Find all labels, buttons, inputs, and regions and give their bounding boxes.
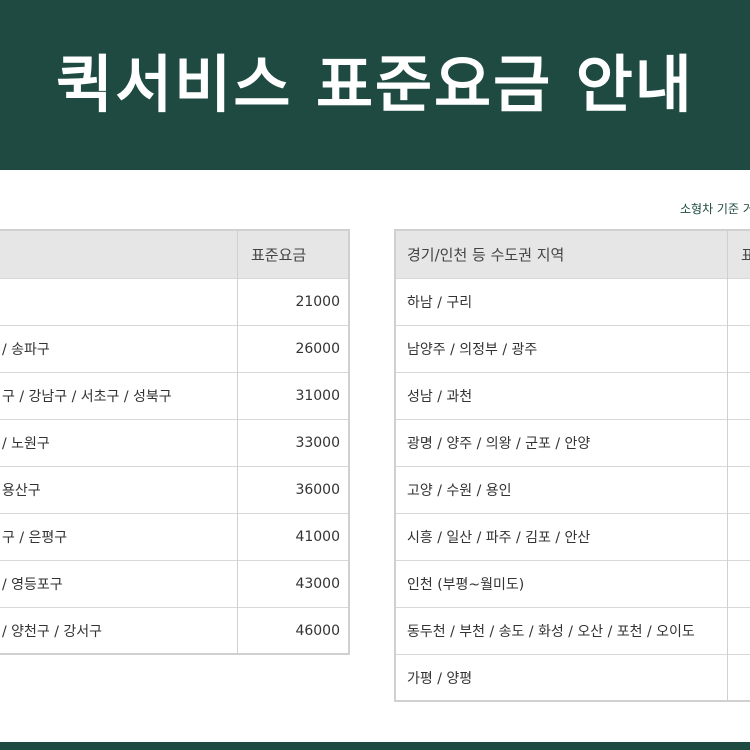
area-cell: / 양천구 / 강서구 bbox=[0, 608, 239, 653]
fare-cell: 33000 bbox=[239, 420, 348, 467]
fare-cell: 43000 bbox=[239, 561, 348, 608]
column-divider bbox=[237, 231, 238, 653]
fare-cell bbox=[729, 608, 750, 655]
fare-cell: 36000 bbox=[239, 467, 348, 514]
fare-cell bbox=[729, 279, 750, 326]
area-cell: 구 / 은평구 bbox=[0, 514, 239, 561]
column-divider bbox=[727, 231, 728, 700]
area-cell bbox=[0, 279, 239, 326]
fare-cell bbox=[729, 420, 750, 467]
header-cell: 표 bbox=[729, 231, 750, 279]
area-cell: 남양주 / 의정부 / 광주 bbox=[396, 326, 729, 373]
area-cell: 시흥 / 일산 / 파주 / 김포 / 안산 bbox=[396, 514, 729, 561]
area-cell: 고양 / 수원 / 용인 bbox=[396, 467, 729, 514]
note: 소형차 기준 거 bbox=[680, 202, 750, 216]
area-cell: / 노원구 bbox=[0, 420, 239, 467]
header-cell bbox=[0, 231, 239, 279]
header-cell: 경기/인천 등 수도권 지역 bbox=[396, 231, 729, 279]
area-cell: 광명 / 양주 / 의왕 / 군포 / 안양 bbox=[396, 420, 729, 467]
fare-cell bbox=[729, 655, 750, 700]
fare-cell bbox=[729, 514, 750, 561]
fare-cell: 31000 bbox=[239, 373, 348, 420]
area-cell: 가평 / 양평 bbox=[396, 655, 729, 700]
page-title: 퀵서비스 표준요금 안내 bbox=[56, 48, 694, 121]
fare-cell: 21000 bbox=[239, 279, 348, 326]
area-cell: 용산구 bbox=[0, 467, 239, 514]
fare-cell bbox=[729, 561, 750, 608]
area-cell: / 송파구 bbox=[0, 326, 239, 373]
footer-band bbox=[0, 742, 750, 750]
area-cell: 하남 / 구리 bbox=[396, 279, 729, 326]
fare-cell bbox=[729, 467, 750, 514]
fare-cell: 41000 bbox=[239, 514, 348, 561]
fare-cell: 26000 bbox=[239, 326, 348, 373]
fare-cell bbox=[729, 326, 750, 373]
area-cell: 동두천 / 부천 / 송도 / 화성 / 오산 / 포천 / 오이도 bbox=[396, 608, 729, 655]
area-cell: 구 / 강남구 / 서초구 / 성북구 bbox=[0, 373, 239, 420]
header-banner bbox=[0, 0, 750, 170]
area-cell: 인천 (부평~월미도) bbox=[396, 561, 729, 608]
area-cell: / 영등포구 bbox=[0, 561, 239, 608]
fare-cell bbox=[729, 373, 750, 420]
seoul-fare-table: 표준요금 21000/ 송파구 26000 구 / 강남구 / 서초구 / 성북구 31… bbox=[0, 229, 350, 655]
fare-cell: 46000 bbox=[239, 608, 348, 653]
area-cell: 성남 / 과천 bbox=[396, 373, 729, 420]
header-cell: 표준요금 bbox=[239, 231, 348, 279]
